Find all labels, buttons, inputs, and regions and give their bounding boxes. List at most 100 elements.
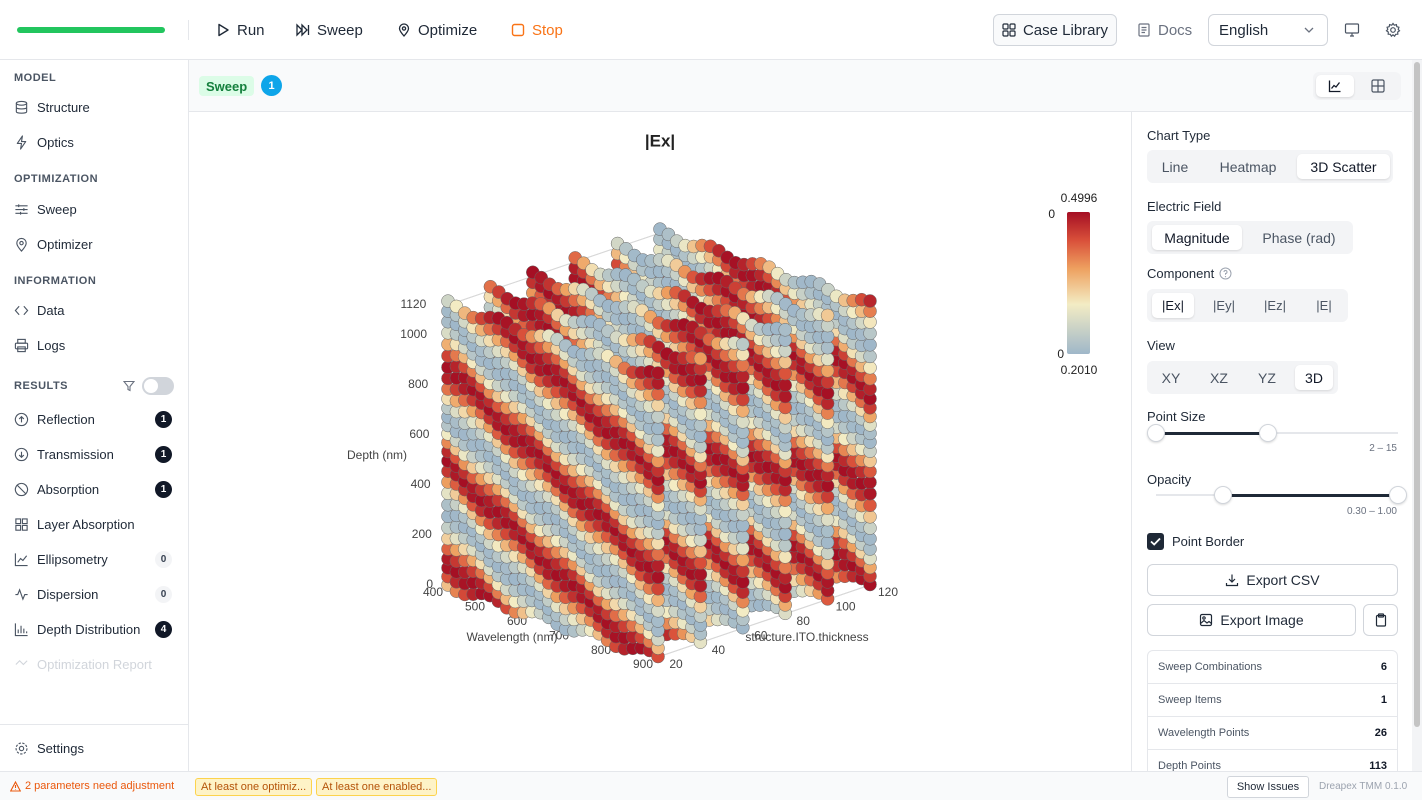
nav-item[interactable]: Layer Absorption (14, 514, 135, 534)
slider-thumb[interactable] (1389, 486, 1407, 504)
x-tick-label: 900 (633, 657, 653, 671)
option[interactable]: Phase (rad) (1262, 229, 1336, 246)
icon (14, 447, 29, 461)
element (1150, 537, 1161, 546)
element (1002, 23, 1009, 30)
z-tick-label: 1000 (400, 327, 427, 341)
element (15, 100, 28, 106)
optimize-button[interactable]: Optimize (397, 18, 477, 42)
nav-item[interactable]: Optics (14, 132, 74, 152)
option[interactable]: |Ez| (1264, 298, 1286, 313)
z-tick-label: 400 (411, 477, 431, 491)
docs-link[interactable]: Docs (1137, 18, 1192, 42)
element (1200, 613, 1213, 627)
export-image-button[interactable]: Export Image (1147, 604, 1356, 636)
z-tick-label: 600 (409, 427, 429, 441)
export-csv-button[interactable]: Export CSV (1147, 564, 1398, 596)
option[interactable]: |Ey| (1213, 298, 1235, 313)
toggle[interactable] (142, 377, 174, 395)
show-issues-button[interactable]: Show Issues (1227, 776, 1309, 798)
element (15, 741, 28, 755)
scatter-point (778, 515, 792, 530)
option[interactable]: Line (1161, 158, 1189, 175)
stats-table: Sweep Combinations 6 Sweep Items 1 Wavelengt… (1147, 650, 1398, 771)
sweep-button[interactable]: Sweep (296, 18, 363, 42)
scatter-point (736, 392, 750, 407)
element (1344, 23, 1360, 34)
nav-label: Depth Distribution (37, 621, 141, 637)
settings-icon[interactable] (1385, 22, 1401, 38)
case-library-label: Case Library (1022, 21, 1109, 39)
nav-item[interactable]: Transmission (14, 444, 114, 464)
scrollbar-thumb[interactable] (1414, 62, 1420, 727)
element (15, 203, 28, 215)
case-library-button[interactable]: Case Library (993, 14, 1117, 46)
option[interactable]: |Ex| (1152, 293, 1194, 318)
count-badge: 0 (155, 551, 172, 568)
element (296, 23, 310, 37)
chart-view[interactable] (1316, 75, 1354, 97)
element (19, 240, 24, 245)
copy-button[interactable] (1363, 604, 1398, 636)
warning[interactable]: 2 parameters need adjustment (10, 780, 174, 792)
element (511, 23, 525, 37)
icon-path (14, 622, 28, 636)
language-select[interactable]: English (1208, 14, 1328, 46)
nav-item[interactable]: Sweep (14, 199, 77, 219)
scatter-point (820, 308, 835, 323)
range-text: 0.30 – 1.00 (1346, 506, 1397, 517)
stop-button[interactable]: Stop (511, 18, 563, 42)
icon (16, 134, 27, 150)
y-tick-label: 120 (878, 585, 898, 599)
tab-count: 1 (261, 75, 282, 96)
option[interactable]: Magnitude (1152, 225, 1242, 250)
stat-label: Sweep Items (1158, 694, 1222, 706)
slider-thumb[interactable] (1214, 486, 1232, 504)
table-icon[interactable] (1371, 79, 1385, 93)
option[interactable]: XZ (1210, 369, 1228, 386)
element (1138, 23, 1150, 37)
tab[interactable]: Sweep (199, 76, 255, 96)
element (15, 102, 28, 114)
nav-item[interactable]: Reflection (14, 409, 95, 429)
option[interactable]: Heatmap (1219, 158, 1277, 175)
run-button[interactable]: Run (216, 18, 265, 42)
scatter-point (863, 349, 877, 364)
settings-item[interactable]: Settings (14, 738, 84, 758)
option[interactable]: |E| (1316, 298, 1332, 313)
nav-item[interactable]: Structure (14, 97, 90, 117)
slider-thumb[interactable] (1147, 424, 1165, 442)
element (1226, 574, 1239, 587)
option[interactable]: 3D Scatter (1297, 154, 1390, 179)
help-icon[interactable] (1219, 267, 1232, 280)
element (218, 23, 229, 37)
scatter-point (863, 498, 877, 513)
nav-item[interactable]: Data (14, 300, 64, 320)
nav-item[interactable]: Absorption (14, 479, 99, 499)
scatter-point (820, 501, 835, 515)
option[interactable]: 3D (1295, 365, 1333, 390)
checkbox[interactable] (1147, 533, 1164, 550)
nav-item[interactable]: Depth Distribution (14, 619, 140, 639)
point-cloud (441, 222, 877, 664)
nav-item[interactable]: Ellipsometry (14, 549, 108, 569)
nav-label: Absorption (37, 481, 100, 497)
nav-item[interactable]: Logs (14, 335, 65, 355)
scatter-point (820, 512, 835, 527)
download-icon (1226, 574, 1239, 587)
scatter-point (820, 524, 835, 538)
nav-label: Transmission (37, 446, 114, 462)
issue-chip[interactable]: At least one enabled... (316, 778, 438, 796)
element (1200, 613, 1213, 627)
nav-item[interactable]: Dispersion (14, 584, 98, 604)
display-icon[interactable] (1344, 22, 1360, 38)
issue-chip[interactable]: At least one optimiz... (195, 778, 313, 796)
filter-icon[interactable] (123, 380, 135, 392)
scrollbar (1412, 60, 1422, 771)
option[interactable]: YZ (1258, 369, 1276, 386)
range-text: 2 – 15 (1369, 443, 1397, 454)
option[interactable]: XY (1161, 369, 1181, 386)
slider-thumb[interactable] (1259, 424, 1277, 442)
nav-item[interactable]: Optimizer (14, 234, 93, 254)
